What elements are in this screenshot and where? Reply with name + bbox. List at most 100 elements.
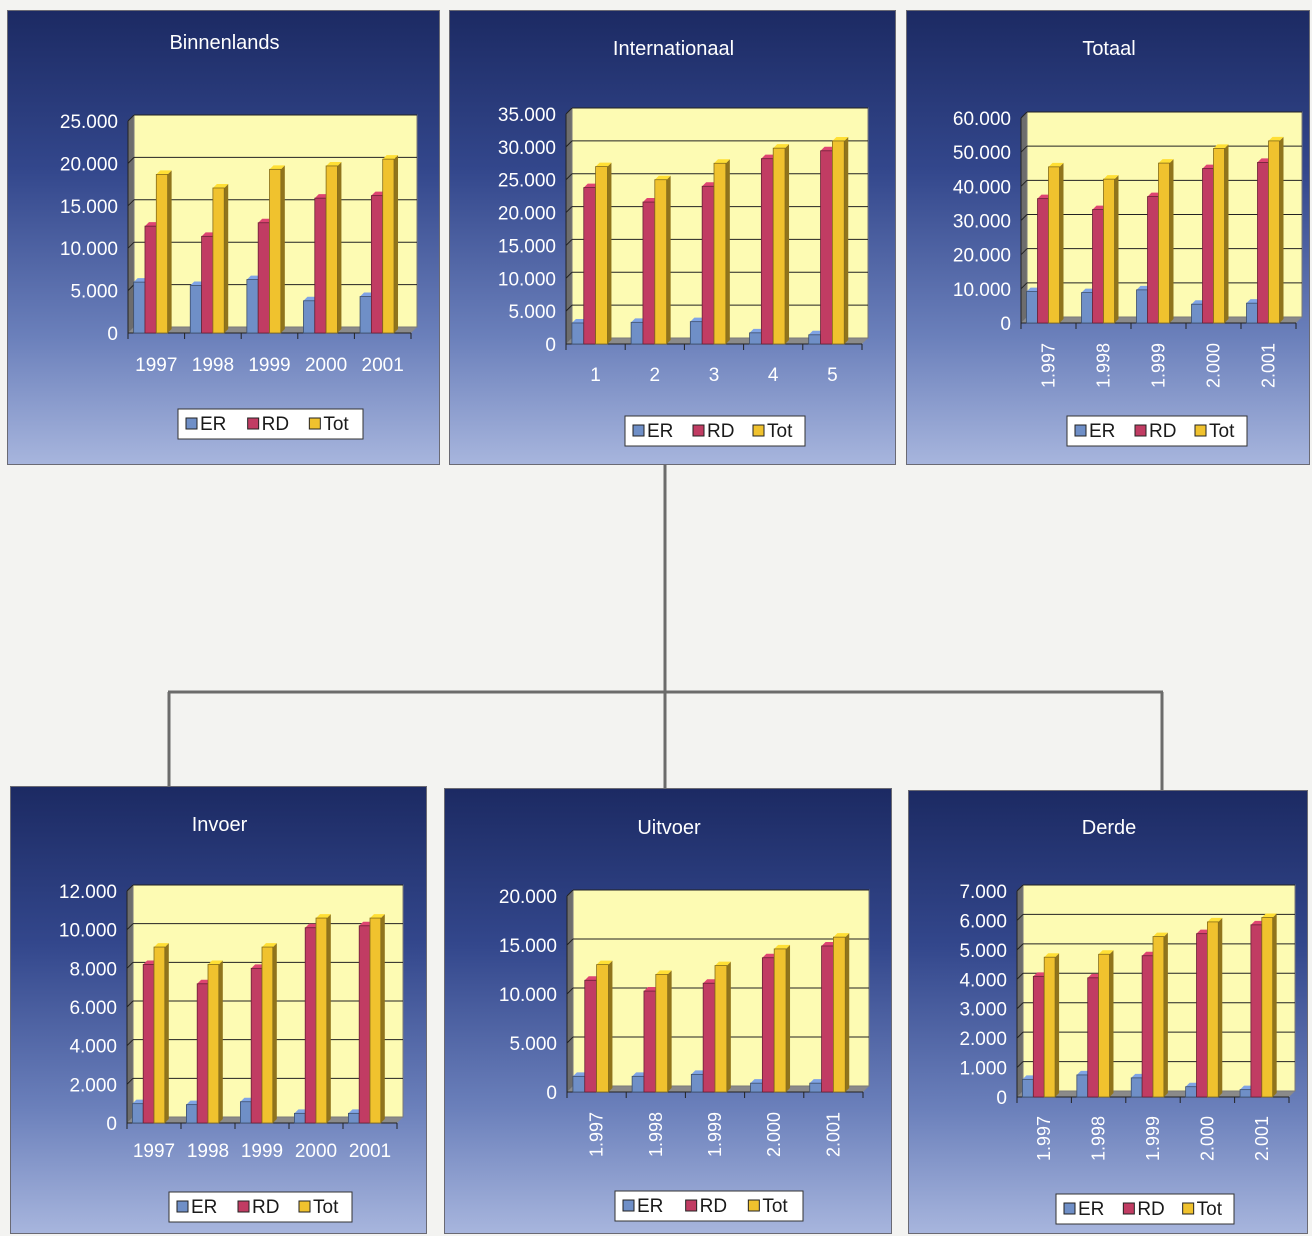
bar-tot-1 (207, 964, 220, 1124)
y-tick-label: 0 (545, 335, 556, 356)
legend-swatch-er (632, 424, 645, 437)
bar-side-tot (224, 183, 229, 333)
bar-top-tot (714, 159, 730, 164)
y-tick-label: 50.000 (953, 143, 1011, 164)
bar-top-tot (326, 161, 342, 166)
bar-side-tot (1272, 913, 1277, 1097)
bar-er-4 (347, 1112, 360, 1124)
bar-tot-1 (1098, 953, 1110, 1098)
x-tick-label: 2 (650, 365, 661, 386)
x-tick-label: 1998 (187, 1141, 229, 1162)
bar-rd-2 (701, 185, 715, 345)
legend-swatch-tot (1194, 424, 1207, 437)
bar-tot-1 (654, 179, 668, 345)
bar-rd-0 (584, 979, 597, 1093)
bar-er-0 (133, 281, 146, 334)
x-tick-label: 2.000 (1204, 343, 1224, 388)
bar-top-tot (1048, 162, 1064, 167)
bar-rd-2 (1147, 196, 1159, 324)
bar-rd-3 (1202, 168, 1214, 324)
bar-tot-1 (1103, 178, 1115, 324)
y-tick-label: 2.000 (69, 1075, 117, 1096)
bar-top-tot (212, 183, 229, 188)
bar-er-1 (630, 321, 644, 345)
gridline-depth (565, 271, 573, 279)
bar-top-tot (1103, 175, 1119, 180)
gridline-depth (566, 938, 574, 946)
legend-swatch-er (176, 1200, 189, 1213)
bar-top-tot (382, 155, 399, 160)
x-tick-label: 1 (590, 365, 601, 386)
bar-rd-0 (144, 225, 157, 334)
chart-svg: Binnenlands 0 5.000 10.000 15.000 20.000 25.00… (60, 32, 418, 440)
bar-top-tot (269, 165, 285, 170)
bar-side-tot (380, 914, 385, 1123)
bar-side-tot (218, 960, 223, 1123)
bar-tot-1 (655, 973, 669, 1093)
legend-label-tot: Tot (1209, 421, 1235, 442)
y-tick-label: 4.000 (69, 1037, 117, 1058)
legend-label-rd: RD (707, 421, 734, 442)
y-tick-label: 3.000 (959, 1000, 1007, 1021)
bar-side-tot (1218, 917, 1223, 1097)
bar-er-2 (1136, 289, 1148, 324)
x-tick-label: 1.998 (1089, 1116, 1109, 1161)
bar-rd-4 (821, 945, 834, 1093)
bar-top-tot (262, 943, 277, 948)
chart-title: Internationaal (613, 38, 734, 60)
x-tick-label: 1.997 (1039, 343, 1059, 388)
bar-top-tot (316, 914, 331, 919)
y-tick-label: 40.000 (953, 177, 1011, 198)
x-tick-label: 1999 (241, 1141, 283, 1162)
bar-tot-3 (773, 948, 787, 1093)
bar-er-0 (132, 1103, 144, 1124)
bar-tot-4 (382, 158, 395, 334)
plot-side-wall (1017, 885, 1023, 1097)
y-tick-label: 60.000 (953, 109, 1011, 130)
bar-top-tot (655, 970, 672, 975)
legend-label-tot: Tot (1197, 1199, 1223, 1220)
gridline-depth (1020, 214, 1028, 221)
y-tick-label: 10.000 (953, 280, 1011, 301)
y-tick-label: 20.000 (60, 154, 118, 175)
y-tick-label: 8.000 (69, 959, 117, 980)
bar-top-tot (1158, 159, 1174, 164)
legend-label-er: ER (1089, 421, 1115, 442)
bar-er-2 (239, 1101, 252, 1124)
legend-swatch-rd (1134, 424, 1147, 437)
bar-er-2 (690, 1073, 704, 1093)
legend-swatch-rd (237, 1200, 250, 1213)
y-tick-label: 30.000 (953, 212, 1011, 233)
legend-swatch-tot (308, 417, 321, 430)
bar-tot-3 (315, 917, 328, 1124)
x-tick-label: 1.998 (646, 1112, 666, 1157)
legend-box (1066, 415, 1248, 447)
bar-side-tot (394, 155, 399, 333)
bar-tot-2 (714, 965, 728, 1093)
bar-rd-1 (643, 990, 657, 1093)
bar-top-tot (154, 943, 169, 948)
gridline-depth (126, 1000, 134, 1008)
y-tick-label: 15.000 (60, 197, 118, 218)
gridline-depth (126, 961, 134, 969)
x-tick-label: 5 (827, 365, 838, 386)
bar-er-0 (1026, 291, 1038, 324)
x-tick-label: 1997 (133, 1141, 175, 1162)
chart-svg: Totaal 0 10.000 20.000 30.000 40.000 50.000 60.… (953, 38, 1303, 447)
bar-top-tot (715, 961, 731, 966)
chart-panel-totaal: Totaal 0 10.000 20.000 30.000 40.000 50.000 60.… (906, 10, 1310, 465)
legend-swatch-rd (1122, 1202, 1135, 1215)
bar-er-0 (1022, 1078, 1034, 1098)
y-tick-label: 6.000 (69, 998, 117, 1019)
chart-panel-uitvoer: Uitvoer 0 5.000 10.000 15.000 20.000 1.997 1.99… (444, 788, 892, 1234)
y-tick-label: 20.000 (953, 246, 1011, 267)
bar-rd-1 (1092, 209, 1104, 324)
y-tick-label: 5.000 (508, 302, 556, 323)
bar-er-3 (1191, 303, 1203, 324)
bar-top-tot (1213, 144, 1229, 149)
y-tick-label: 15.000 (499, 936, 557, 957)
bar-tot-0 (595, 166, 608, 345)
y-tick-label: 5.000 (70, 282, 118, 303)
bar-tot-2 (1152, 936, 1165, 1098)
